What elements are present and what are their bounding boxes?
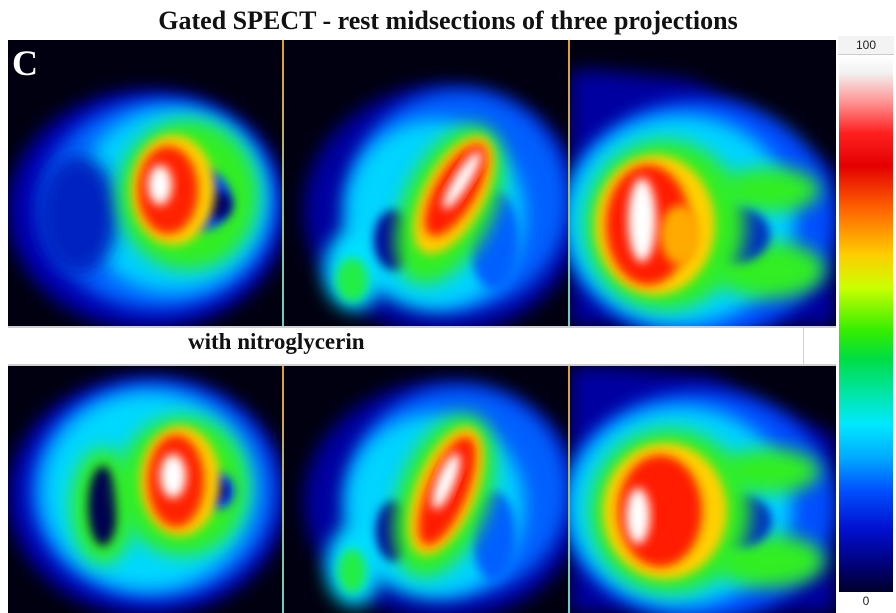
color-scale-gradient xyxy=(839,56,893,606)
rest-short-axis-slice xyxy=(8,40,282,326)
panel-letter: C xyxy=(12,43,38,83)
panel-separator xyxy=(282,40,284,326)
caption-band xyxy=(8,326,836,366)
scale-min-label: 0 xyxy=(838,592,894,613)
ntg-horizontal-long-axis-slice xyxy=(570,366,836,613)
rest-image-row xyxy=(8,40,836,326)
panel-separator xyxy=(568,40,570,326)
rest-horizontal-long-axis-slice xyxy=(570,40,836,326)
scale-max-label: 100 xyxy=(838,36,894,55)
caption-divider xyxy=(803,328,804,364)
figure-title: Gated SPECT - rest midsections of three … xyxy=(158,6,738,35)
panel-separator xyxy=(282,366,284,613)
ntg-short-axis-slice xyxy=(8,366,282,613)
panel-separator xyxy=(568,366,570,613)
rest-vertical-long-axis-slice xyxy=(284,40,568,326)
ntg-vertical-long-axis-slice xyxy=(284,366,568,613)
color-scale: 100 0 xyxy=(838,36,894,613)
nitroglycerin-image-row xyxy=(8,366,836,613)
nitroglycerin-label: with nitroglycerin xyxy=(188,329,365,354)
